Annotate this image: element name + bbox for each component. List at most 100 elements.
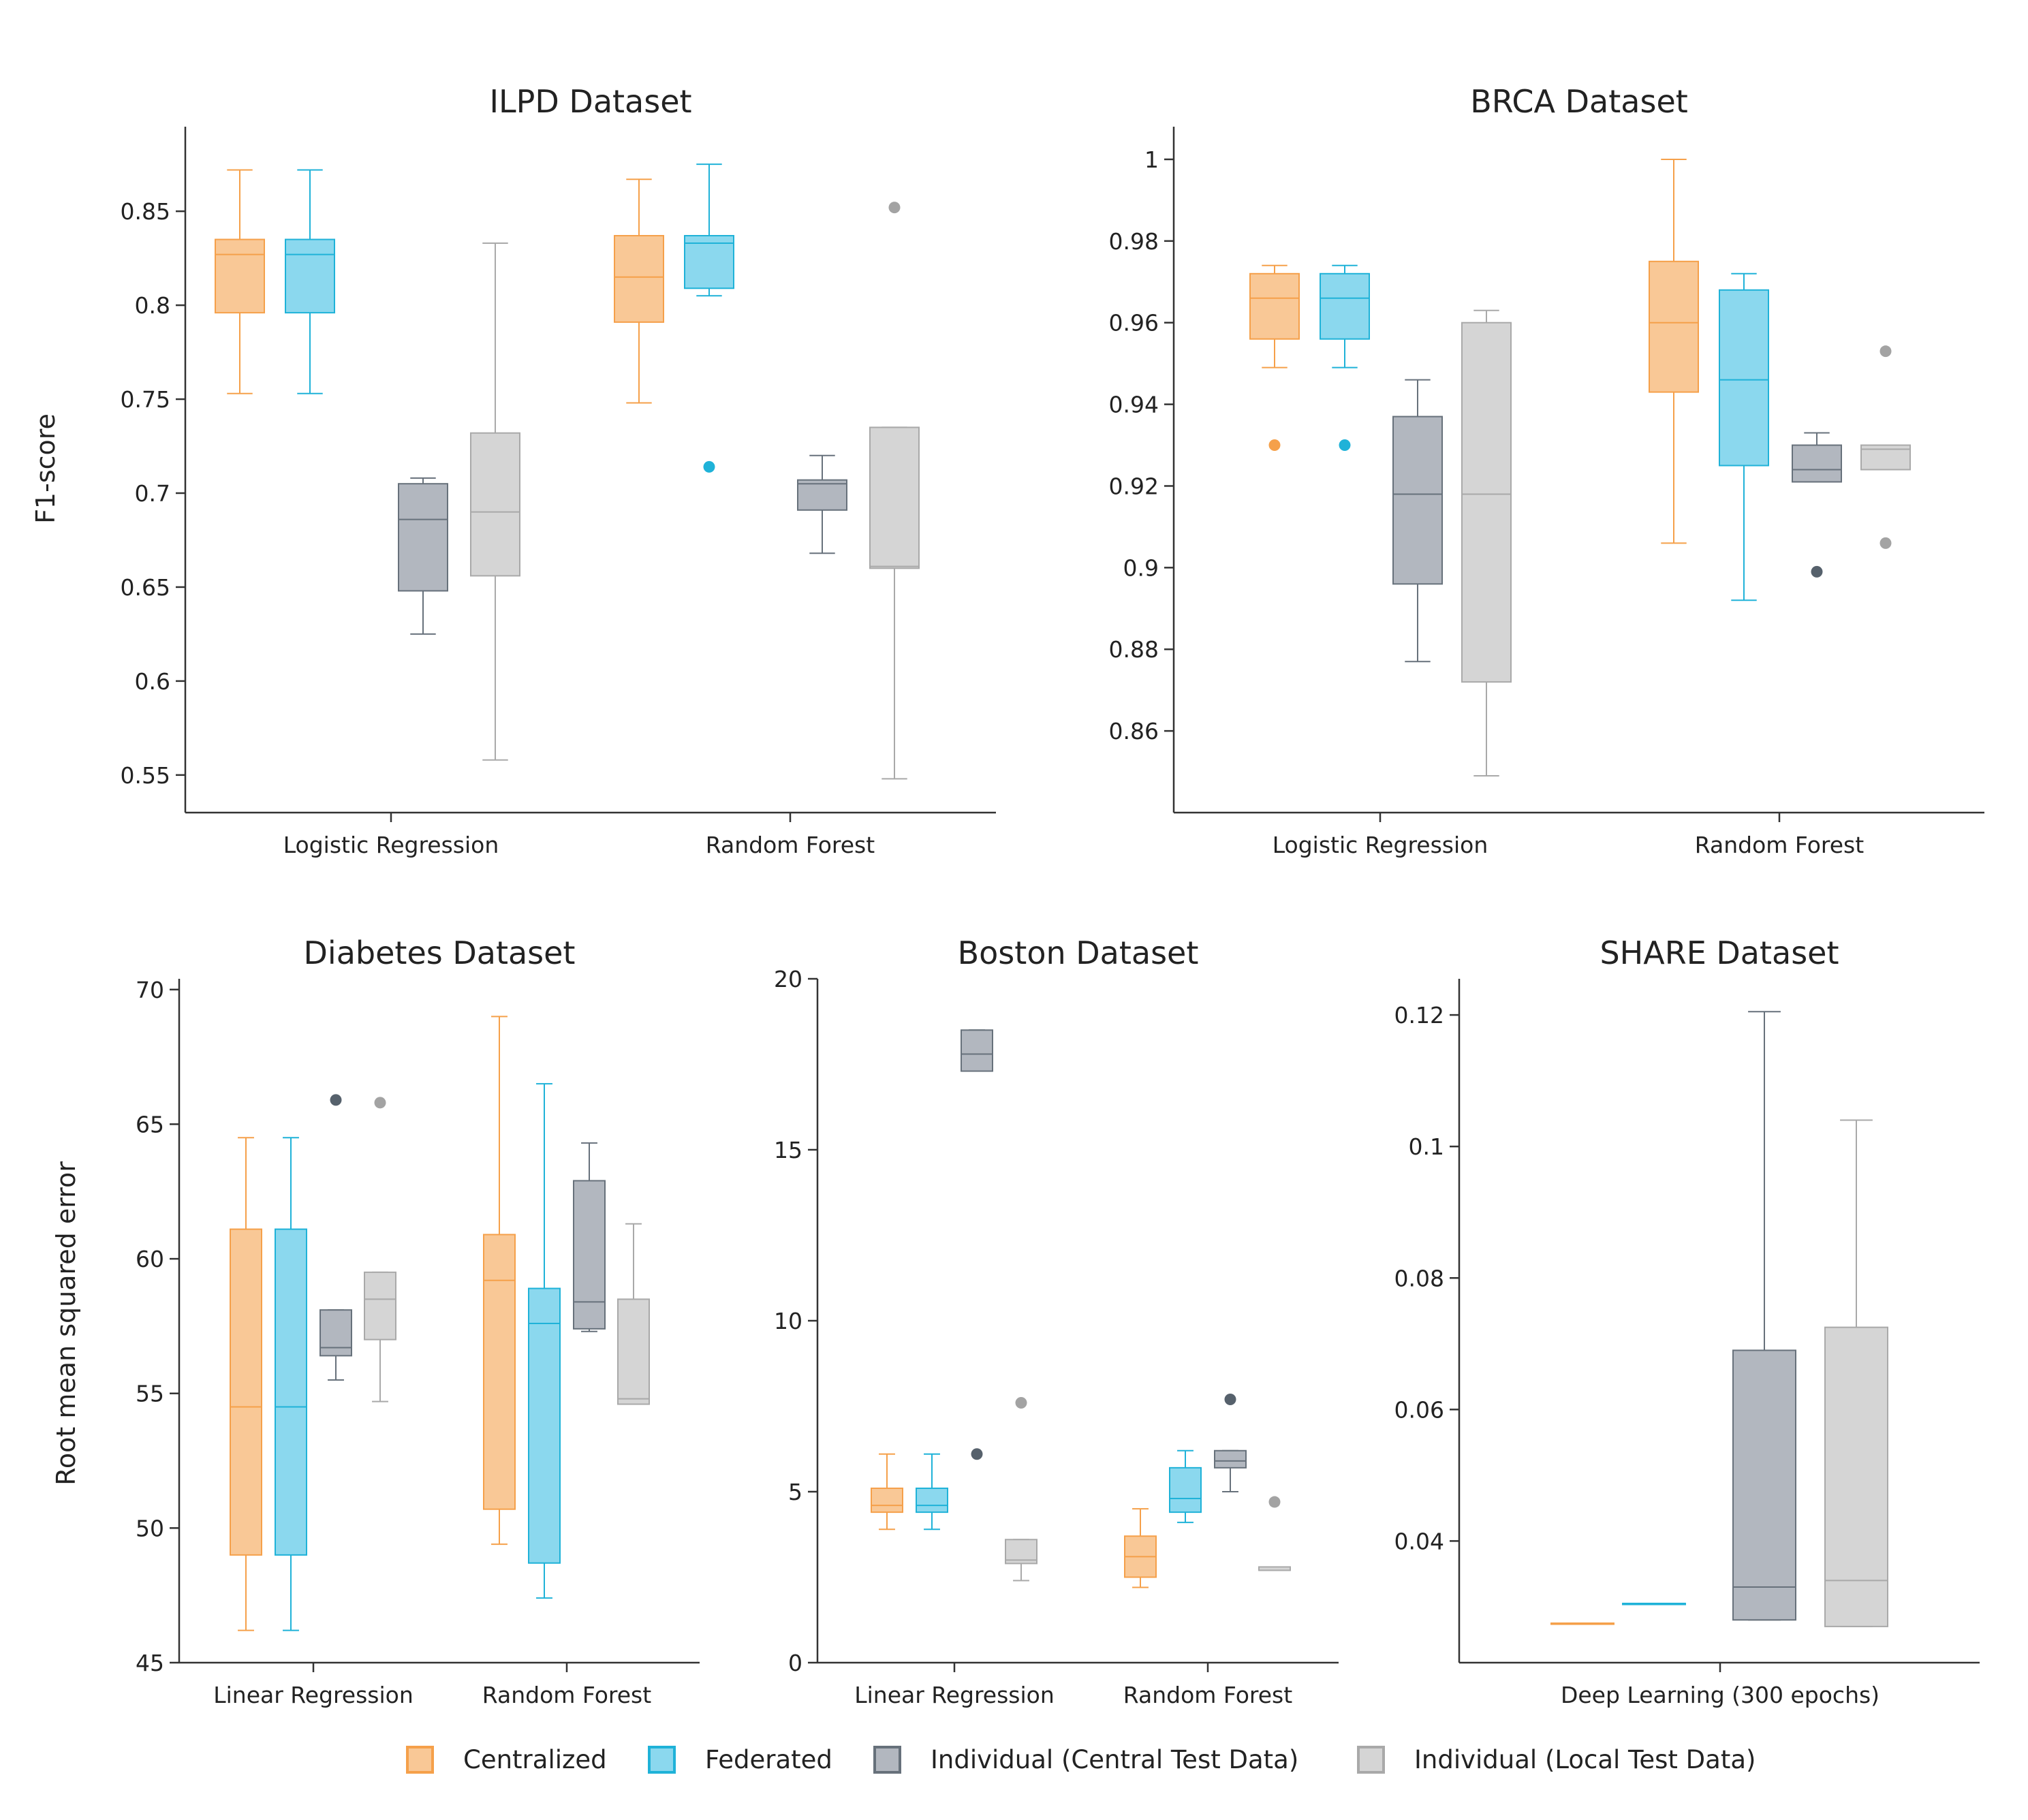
boston-dataset-individual-central-test-data-box xyxy=(1214,1393,1247,1492)
y-axis-label-rmse: Root mean squared error xyxy=(51,1161,81,1486)
iqr-box xyxy=(1792,444,1842,483)
diabetes-dataset-centralized-box xyxy=(483,1016,516,1546)
outlier-point xyxy=(330,1094,342,1106)
iqr-box xyxy=(215,238,265,314)
legend-label: Individual (Central Test Data) xyxy=(931,1745,1298,1774)
brca-dataset-centralized-box xyxy=(1249,264,1300,452)
brca-dataset-individual-central-test-data-box xyxy=(1392,379,1443,663)
iqr-box xyxy=(1719,289,1769,467)
ilpd-dataset-ytick-label: 0.85 xyxy=(121,198,170,225)
diabetes-dataset-individual-central-test-data-box xyxy=(573,1142,606,1332)
diabetes-dataset-xtick-label: Random Forest xyxy=(482,1682,651,1708)
share-dataset-individual-local-test-data-box xyxy=(1824,1119,1888,1627)
diabetes-dataset-ytick-label: 60 xyxy=(136,1246,164,1272)
iqr-box xyxy=(1732,1349,1796,1621)
iqr-box xyxy=(614,235,664,323)
legend-item-individual-central-test-data: Individual (Central Test Data) xyxy=(873,1745,1298,1774)
boston-dataset-federated-box xyxy=(1169,1449,1202,1524)
legend-swatch xyxy=(648,1746,676,1774)
brca-dataset-xtick-label: Random Forest xyxy=(1695,832,1864,858)
iqr-box xyxy=(1249,272,1300,340)
brca-dataset-ytick-label: 0.94 xyxy=(1109,392,1159,418)
brca-dataset-ytick-label: 0.98 xyxy=(1109,228,1159,255)
share-dataset-ytick-label: 0.12 xyxy=(1394,1002,1444,1029)
iqr-box xyxy=(364,1271,396,1340)
iqr-box xyxy=(1649,260,1699,393)
share-dataset-panel: SHARE Dataset 0.04 0.06 0.08 0.1 0.12 Deep Lea… xyxy=(1394,935,1980,1708)
ilpd-dataset-individual-local-test-data-box xyxy=(470,242,520,761)
boston-dataset-individual-local-test-data-box xyxy=(1258,1496,1291,1571)
diabetes-dataset-ytick-label: 65 xyxy=(136,1111,164,1138)
ilpd-dataset-individual-local-test-data-box xyxy=(869,202,920,780)
ilpd-dataset-xtick-label: Logistic Regression xyxy=(283,832,499,858)
legend-item-centralized: Centralized xyxy=(406,1745,607,1774)
ilpd-dataset-federated-box xyxy=(285,169,335,394)
share-dataset-ytick-label: 0.04 xyxy=(1394,1528,1444,1554)
ilpd-dataset-ytick-label: 0.8 xyxy=(135,292,170,319)
diabetes-dataset-ytick-label: 55 xyxy=(136,1381,164,1407)
outlier-point xyxy=(1879,537,1892,549)
diabetes-dataset-individual-local-test-data-box xyxy=(617,1223,650,1405)
brca-dataset-centralized-box xyxy=(1649,158,1699,544)
iqr-box xyxy=(573,1180,606,1330)
outlier-point xyxy=(703,460,715,473)
boston-dataset-xtick-label: Linear Regression xyxy=(854,1682,1055,1708)
brca-dataset-title: BRCA Dataset xyxy=(1470,83,1688,120)
brca-dataset-individual-central-test-data-box xyxy=(1792,432,1842,578)
iqr-box xyxy=(871,1487,903,1513)
ilpd-dataset-xtick-label: Random Forest xyxy=(706,832,875,858)
legend-item-individual-local-test-data: Individual (Local Test Data) xyxy=(1357,1745,1756,1774)
iqr-box xyxy=(617,1298,650,1405)
share-dataset-ytick-label: 0.08 xyxy=(1394,1265,1444,1291)
ilpd-dataset-title: ILPD Dataset xyxy=(489,83,691,120)
iqr-box xyxy=(275,1228,307,1556)
iqr-box xyxy=(1320,272,1370,340)
brca-dataset-xtick-label: Logistic Regression xyxy=(1273,832,1488,858)
boston-dataset-xtick-label: Random Forest xyxy=(1123,1682,1292,1708)
iqr-box xyxy=(1392,415,1443,585)
brca-dataset-ytick-label: 0.92 xyxy=(1109,473,1159,499)
iqr-box xyxy=(1169,1466,1202,1513)
outlier-point xyxy=(1268,1496,1281,1508)
iqr-box xyxy=(398,483,448,592)
outlier-point xyxy=(888,202,901,214)
share-dataset-centralized-box xyxy=(1550,1622,1614,1625)
share-dataset-ytick-label: 0.06 xyxy=(1394,1396,1444,1423)
legend-swatch xyxy=(1357,1746,1385,1774)
brca-dataset-ytick-label: 0.96 xyxy=(1109,310,1159,336)
iqr-box xyxy=(319,1309,352,1357)
boston-dataset-centralized-box xyxy=(871,1453,903,1531)
iqr-box xyxy=(916,1487,948,1513)
ilpd-dataset-individual-central-test-data-box xyxy=(797,454,847,554)
outlier-point xyxy=(1811,565,1823,578)
boston-dataset-individual-central-test-data-box xyxy=(961,1029,993,1460)
legend-label: Federated xyxy=(705,1745,832,1774)
outlier-point xyxy=(1268,439,1281,452)
iqr-box xyxy=(230,1228,262,1556)
ilpd-dataset-ytick-label: 0.6 xyxy=(135,668,170,695)
y-axis-label-f1: F1-score xyxy=(31,413,61,524)
boston-dataset-ytick-label: 20 xyxy=(774,966,802,992)
iqr-box xyxy=(528,1287,561,1564)
brca-dataset-federated-box xyxy=(1320,264,1370,452)
iqr-box xyxy=(285,238,335,314)
iqr-box xyxy=(684,235,734,289)
diabetes-dataset-panel: Diabetes Dataset 45 50 55 60 65 70 Linear Regre… xyxy=(136,935,700,1708)
iqr-box xyxy=(869,426,920,569)
boston-dataset-title: Boston Dataset xyxy=(958,935,1199,971)
diabetes-dataset-individual-central-test-data-box xyxy=(319,1094,352,1381)
ilpd-dataset-federated-box xyxy=(684,163,734,473)
diabetes-dataset-centralized-box xyxy=(230,1137,262,1631)
iqr-box xyxy=(1461,321,1512,683)
outlier-point xyxy=(1879,345,1892,358)
diabetes-dataset-xtick-label: Linear Regression xyxy=(213,1682,414,1708)
ilpd-dataset-centralized-box xyxy=(614,178,664,404)
outlier-point xyxy=(1015,1396,1027,1409)
diabetes-dataset-ytick-label: 45 xyxy=(136,1650,164,1676)
boston-dataset-individual-local-test-data-box xyxy=(1005,1396,1038,1582)
share-dataset-xtick-label: Deep Learning (300 epochs) xyxy=(1561,1682,1879,1708)
ilpd-dataset-ytick-label: 0.7 xyxy=(135,480,170,507)
brca-dataset-individual-local-test-data-box xyxy=(1860,345,1911,549)
outlier-point xyxy=(971,1448,983,1460)
